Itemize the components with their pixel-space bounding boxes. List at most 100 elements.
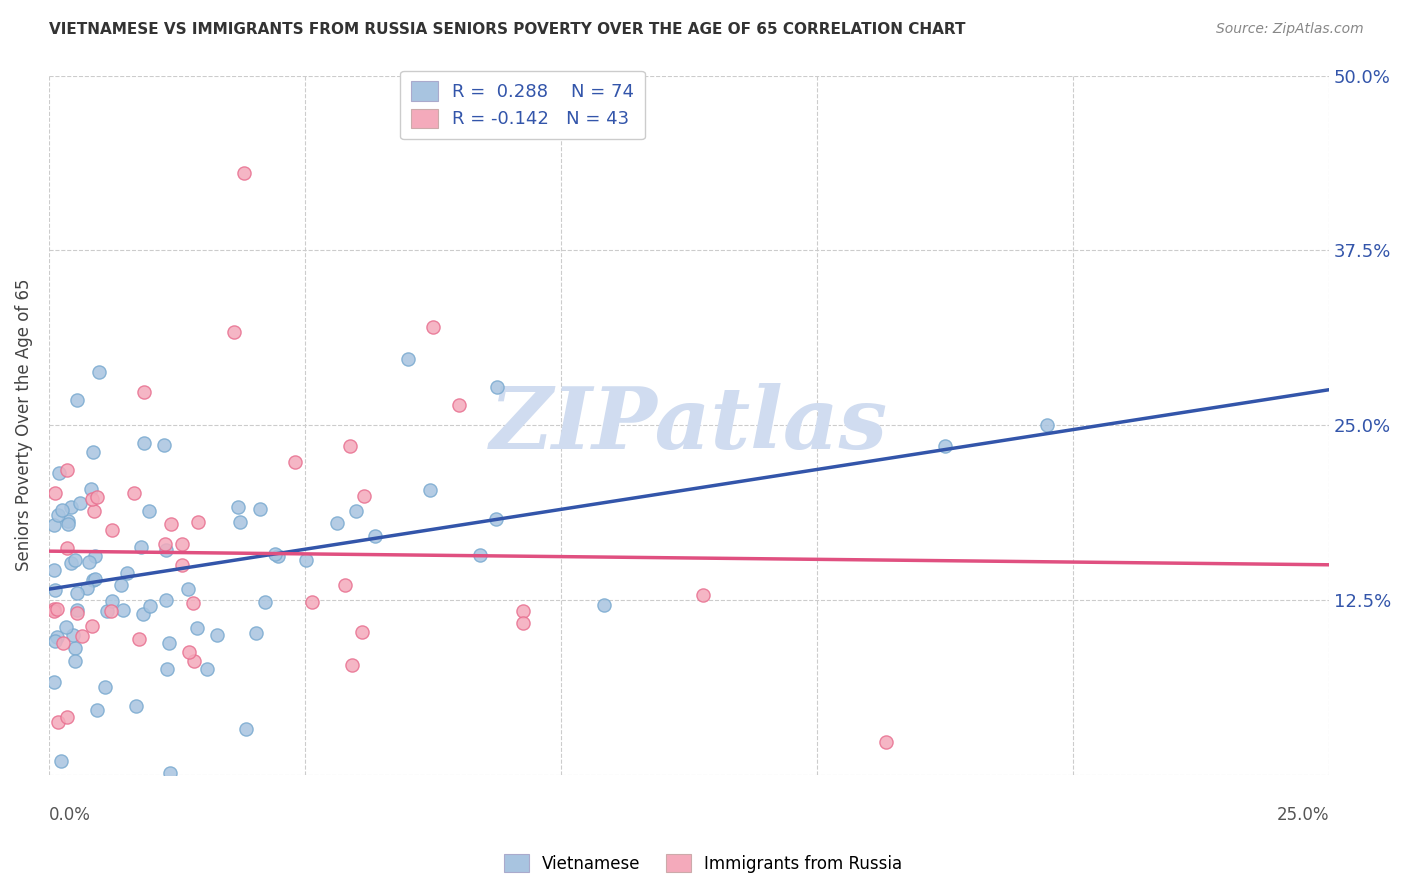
Point <box>79 555 101 569</box>
Point <box>58 516 80 531</box>
Point <box>62 628 84 642</box>
Text: 0.0%: 0.0% <box>49 806 91 824</box>
Point <box>94 680 117 694</box>
Point <box>66 603 89 617</box>
Point <box>301 595 323 609</box>
Point <box>692 588 714 602</box>
Point <box>266 549 288 564</box>
Point <box>592 599 614 613</box>
Point <box>56 541 79 555</box>
Point <box>339 439 361 453</box>
Point <box>449 398 471 412</box>
Point <box>139 599 162 613</box>
Point <box>229 516 252 530</box>
Point <box>100 604 122 618</box>
Point <box>82 573 104 587</box>
Point <box>512 604 534 618</box>
Point <box>51 502 73 516</box>
Point <box>485 512 508 526</box>
Point <box>96 604 118 618</box>
Point <box>128 632 150 647</box>
Point <box>80 491 103 506</box>
Point <box>134 436 156 450</box>
Text: 25.0%: 25.0% <box>1277 806 1329 824</box>
Point <box>63 654 86 668</box>
Point <box>84 549 107 563</box>
Point <box>263 547 285 561</box>
Point <box>235 723 257 737</box>
Point <box>55 463 77 477</box>
Point <box>122 486 145 500</box>
Point <box>187 515 209 529</box>
Point <box>419 483 441 498</box>
Point <box>84 572 107 586</box>
Point <box>1036 418 1059 433</box>
Point <box>207 628 229 642</box>
Point <box>153 537 176 551</box>
Point <box>183 654 205 668</box>
Point <box>284 455 307 469</box>
Y-axis label: Seniors Poverty Over the Age of 65: Seniors Poverty Over the Age of 65 <box>15 279 32 571</box>
Point <box>66 586 89 600</box>
Point <box>160 516 183 531</box>
Point <box>138 504 160 518</box>
Point <box>42 563 65 577</box>
Point <box>353 489 375 503</box>
Point <box>159 766 181 780</box>
Point <box>52 636 75 650</box>
Point <box>86 490 108 504</box>
Point <box>177 645 200 659</box>
Point <box>44 485 66 500</box>
Point <box>350 625 373 640</box>
Point <box>342 657 364 672</box>
Point <box>422 320 444 334</box>
Point <box>249 501 271 516</box>
Point <box>153 437 176 451</box>
Point <box>76 582 98 596</box>
Point <box>155 662 177 676</box>
Point <box>49 754 72 768</box>
Point <box>59 500 82 515</box>
Point <box>245 626 267 640</box>
Point <box>66 393 89 408</box>
Point <box>44 633 66 648</box>
Point <box>42 604 65 618</box>
Point <box>42 674 65 689</box>
Point <box>177 582 200 596</box>
Text: ZIPatlas: ZIPatlas <box>489 384 889 467</box>
Point <box>42 518 65 533</box>
Point <box>45 601 67 615</box>
Point <box>226 500 249 514</box>
Point <box>69 496 91 510</box>
Point <box>46 508 69 523</box>
Point <box>125 699 148 714</box>
Point <box>82 444 104 458</box>
Point <box>254 595 277 609</box>
Point <box>101 523 124 537</box>
Point <box>157 635 180 649</box>
Point <box>181 597 204 611</box>
Point <box>55 620 77 634</box>
Point <box>66 607 89 621</box>
Point <box>48 466 70 480</box>
Point <box>326 516 349 530</box>
Point <box>89 365 111 379</box>
Point <box>512 615 534 630</box>
Point <box>155 592 177 607</box>
Point <box>131 540 153 554</box>
Point <box>333 578 356 592</box>
Point <box>232 166 254 180</box>
Point <box>344 504 367 518</box>
Point <box>45 630 67 644</box>
Point <box>80 482 103 496</box>
Point <box>486 380 509 394</box>
Point <box>295 553 318 567</box>
Point <box>132 607 155 621</box>
Point <box>115 566 138 580</box>
Point <box>42 601 65 615</box>
Legend: R =  0.288    N = 74, R = -0.142   N = 43: R = 0.288 N = 74, R = -0.142 N = 43 <box>399 70 645 139</box>
Point <box>83 503 105 517</box>
Point <box>56 710 79 724</box>
Point <box>186 621 208 635</box>
Point <box>470 548 492 562</box>
